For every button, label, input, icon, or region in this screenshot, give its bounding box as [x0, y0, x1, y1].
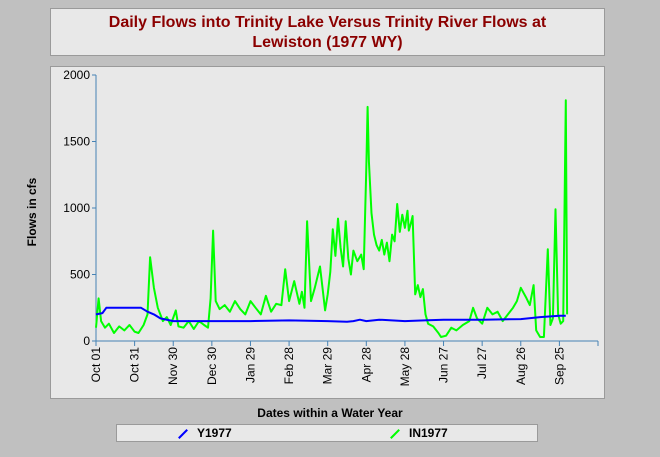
- y-tick-label: 2000: [63, 68, 90, 82]
- chart-title-box: Daily Flows into Trinity Lake Versus Tri…: [50, 8, 605, 56]
- x-tick-label: Dec 30: [205, 347, 219, 385]
- legend-label-y1977: Y1977: [197, 426, 232, 440]
- y-tick-label: 500: [70, 268, 90, 282]
- x-tick-label: Jan 29: [243, 347, 257, 383]
- y-tick-label: 1500: [63, 135, 90, 149]
- x-axis-title: Dates within a Water Year: [257, 406, 403, 420]
- x-tick-label: Nov 30: [166, 347, 180, 385]
- y-tick-label: 0: [83, 334, 90, 348]
- legend-swatch-y1977: [178, 428, 188, 439]
- x-tick-label: Sep 25: [552, 347, 566, 385]
- y-axis-title: Flows in cfs: [25, 177, 39, 246]
- x-tick-label: Oct 31: [128, 347, 142, 383]
- y-tick-label: 1000: [63, 201, 90, 215]
- x-tick-label: Feb 28: [282, 347, 296, 385]
- x-tick-label: Oct 01: [89, 347, 103, 383]
- legend: Y1977 IN1977: [116, 424, 538, 442]
- x-tick-label: May 28: [398, 347, 412, 387]
- legend-label-in1977: IN1977: [409, 426, 448, 440]
- x-tick-label: Jun 27: [437, 347, 451, 383]
- legend-swatch-in1977: [390, 428, 400, 439]
- series-line-y1977: [95, 306, 566, 323]
- chart-title-line-2: Lewiston (1977 WY): [252, 34, 403, 51]
- x-tick-label: Aug 26: [514, 347, 528, 385]
- x-tick-label: Mar 29: [321, 347, 335, 385]
- chart-title-line-1: Daily Flows into Trinity Lake Versus Tri…: [108, 14, 547, 31]
- x-tick-label: Jul 27: [475, 347, 489, 379]
- legend-item-in1977: IN1977: [389, 425, 448, 441]
- legend-item-y1977: Y1977: [177, 425, 232, 441]
- x-tick-label: Apr 28: [359, 347, 373, 383]
- series-line-in1977: [95, 99, 569, 338]
